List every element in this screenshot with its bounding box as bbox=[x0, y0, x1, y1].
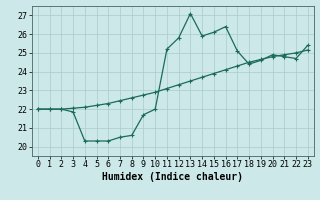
X-axis label: Humidex (Indice chaleur): Humidex (Indice chaleur) bbox=[102, 172, 243, 182]
